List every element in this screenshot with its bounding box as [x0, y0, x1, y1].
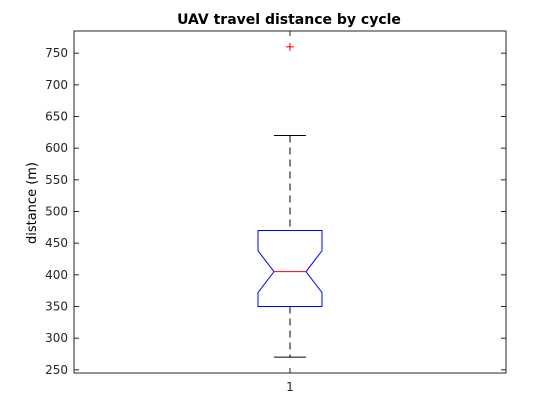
y-tick-label: 600 [45, 141, 68, 155]
plot-area: 250 300 350 400 450 500 550 600 650 700 750 1 [45, 30, 507, 394]
y-tick-label: 550 [45, 173, 68, 187]
outlier-marker [286, 42, 294, 51]
y-tick-label: 700 [45, 78, 68, 92]
notched-box [257, 230, 323, 307]
y-tick-label: 450 [45, 236, 68, 250]
y-tick-label: 400 [45, 268, 68, 282]
y-tick-label: 350 [45, 300, 68, 314]
x-tick-label: 1 [286, 380, 294, 394]
y-tick-label: 250 [45, 363, 68, 377]
chart-title: UAV travel distance by cycle [177, 12, 401, 28]
y-tick-label: 750 [45, 46, 68, 60]
y-tick-label: 650 [45, 110, 68, 124]
y-tick-label: 500 [45, 205, 68, 219]
y-tick-label: 300 [45, 331, 68, 345]
y-axis-label: distance (m) [25, 162, 40, 244]
